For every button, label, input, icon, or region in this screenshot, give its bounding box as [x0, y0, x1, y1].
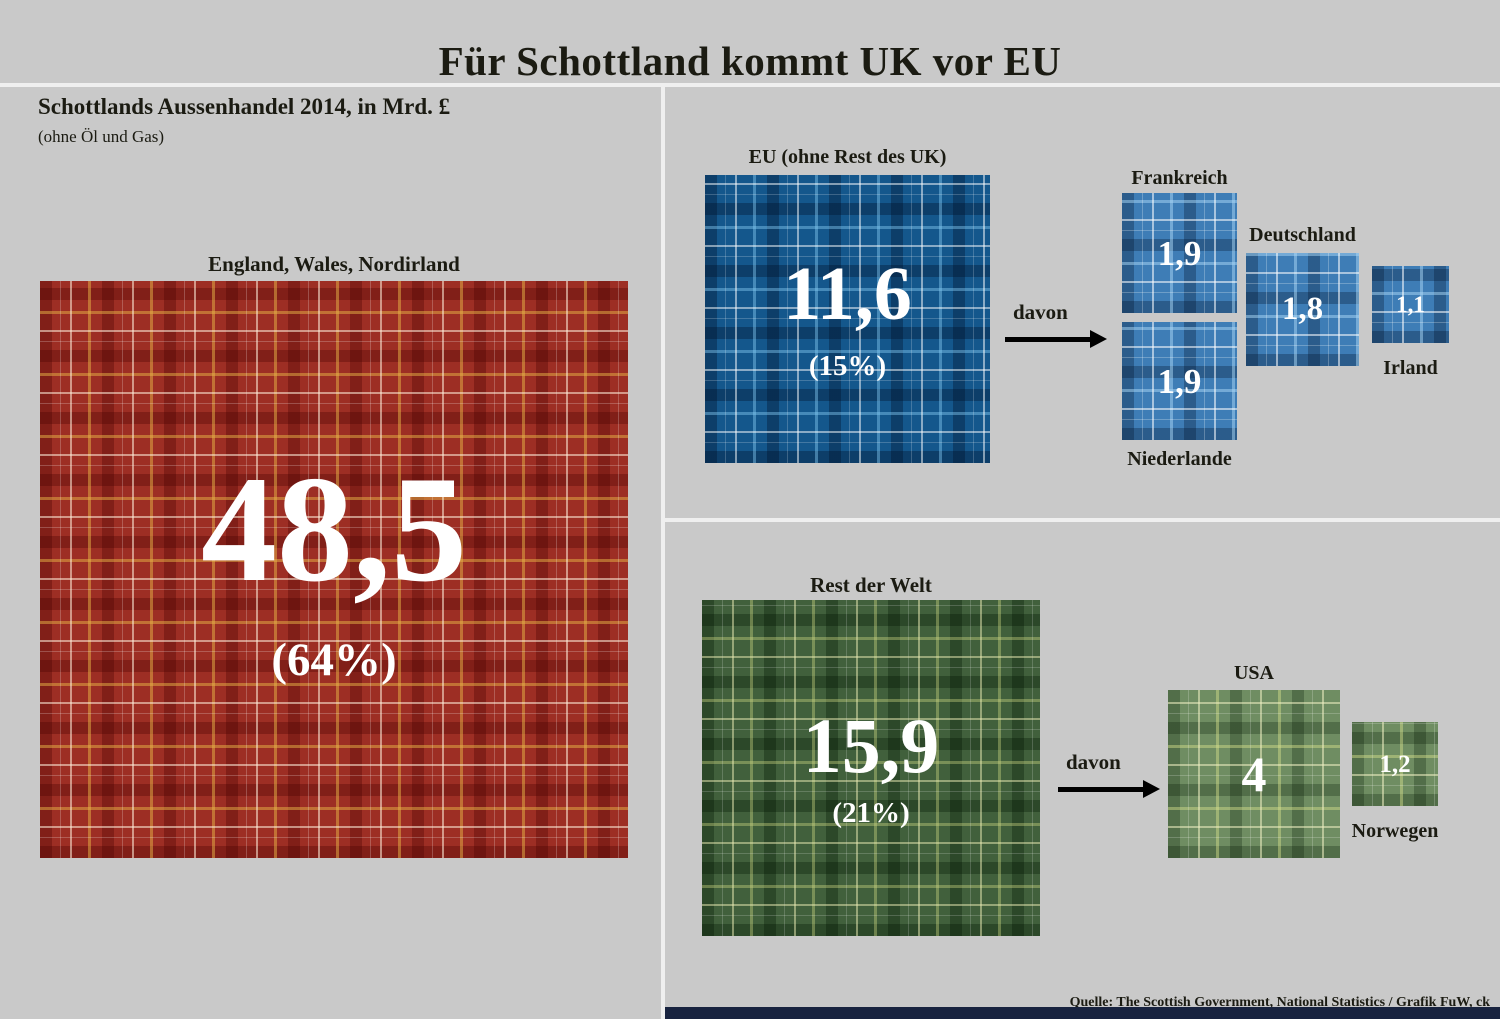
- niederlande-square: 1,9: [1122, 322, 1237, 440]
- usa-label: USA: [1233, 662, 1274, 684]
- eu-value: 11,6: [783, 251, 912, 336]
- davon-arrow-world: davon: [1058, 750, 1160, 798]
- arrow-right-icon: [1058, 780, 1160, 798]
- davon-arrow-eu: davon: [1005, 300, 1107, 348]
- chart-subtitle: Schottlands Aussenhandel 2014, in Mrd. £: [38, 94, 451, 119]
- world-value: 15,9: [802, 701, 940, 789]
- irland-square: 1,1: [1372, 266, 1449, 343]
- usa-square: 4: [1168, 690, 1340, 858]
- chart-subtitle-note: (ohne Öl und Gas): [38, 127, 165, 146]
- source-credit: Quelle: The Scottish Government, Nationa…: [1069, 995, 1490, 1010]
- uk-value: 48,5: [201, 444, 467, 613]
- eu-square-label: EU (ohne Rest des UK): [748, 146, 947, 168]
- deutschland-label: Deutschland: [1249, 224, 1356, 246]
- arrow-right-icon: [1005, 330, 1107, 348]
- niederlande-value: 1,9: [1157, 361, 1202, 401]
- frankreich-label: Frankreich: [1131, 167, 1228, 189]
- uk-square: 48,5 (64%): [40, 281, 628, 858]
- world-share: (21%): [832, 796, 910, 829]
- frankreich-square: 1,9: [1122, 193, 1237, 313]
- eu-square: 11,6 (15%): [705, 175, 990, 463]
- world-square-label: Rest der Welt: [810, 573, 932, 597]
- norwegen-label: Norwegen: [1351, 820, 1439, 842]
- davon-label: davon: [1013, 300, 1068, 324]
- irland-label: Irland: [1383, 357, 1438, 379]
- frankreich-value: 1,9: [1157, 233, 1202, 273]
- norwegen-square: 1,2: [1352, 722, 1438, 806]
- uk-share: (64%): [271, 633, 397, 686]
- page-title: Für Schottland kommt UK vor EU: [438, 38, 1062, 85]
- divider-horizontal-middle: [665, 518, 1500, 522]
- divider-vertical: [661, 83, 665, 1019]
- divider-horizontal-top: [0, 83, 1500, 87]
- deutschland-value: 1,8: [1281, 291, 1324, 327]
- eu-share: (15%): [808, 349, 887, 382]
- footer-bar: [665, 1007, 1500, 1019]
- davon-label: davon: [1066, 750, 1121, 774]
- irland-value: 1,1: [1396, 292, 1425, 317]
- uk-square-label: England, Wales, Nordirland: [208, 252, 460, 276]
- world-square: 15,9 (21%): [702, 600, 1040, 936]
- usa-value: 4: [1241, 746, 1267, 802]
- niederlande-label: Niederlande: [1127, 448, 1232, 470]
- norwegen-value: 1,2: [1379, 750, 1411, 778]
- deutschland-square: 1,8: [1246, 253, 1359, 366]
